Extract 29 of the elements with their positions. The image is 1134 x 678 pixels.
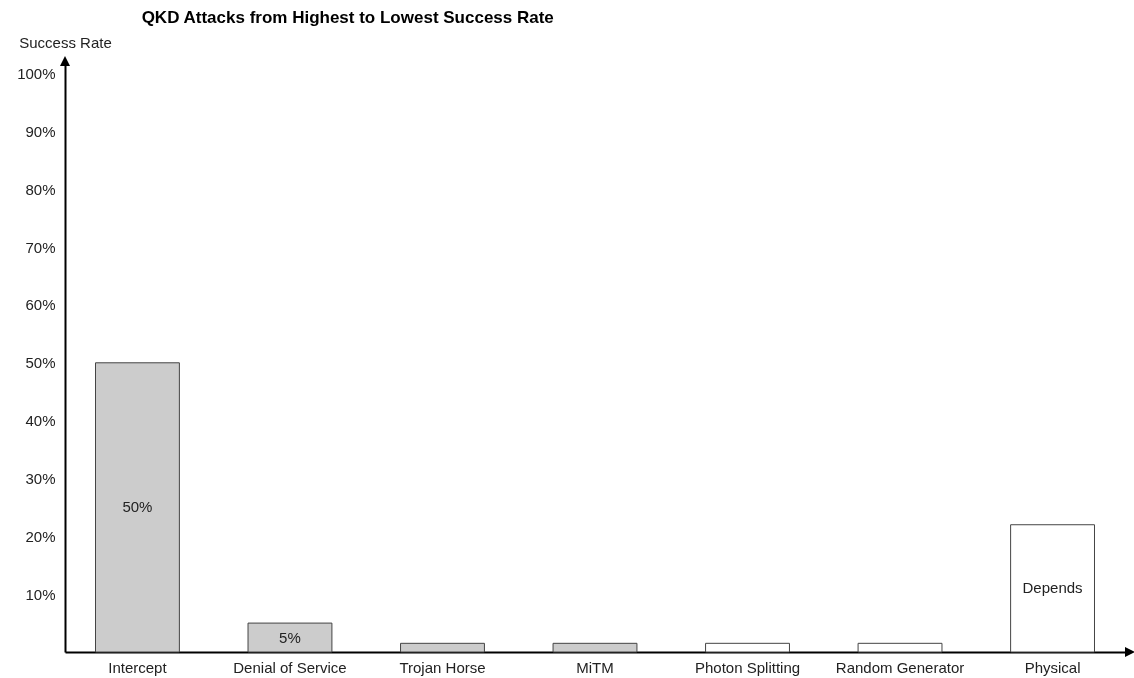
bar [247,622,333,653]
y-tick-label: 20% [25,527,56,545]
y-tick-label: 40% [25,412,56,430]
x-tick-label: MiTM [576,658,614,676]
x-tick-label: Photon Splitting [694,658,801,676]
data-label: 5% [279,628,301,646]
bar [857,642,943,653]
y-tick-label: 60% [25,296,56,314]
bar [552,642,638,653]
x-tick-label: Intercept [108,658,168,676]
bar [95,362,180,653]
y-tick-label: 30% [25,469,56,487]
y-tick-label: 100% [17,65,56,83]
bar [705,642,790,653]
data-label: Depends [1022,579,1083,597]
bar [1010,524,1095,653]
y-axis-title: Success Rate [19,33,112,51]
y-tick-label: 90% [25,122,56,140]
y-tick-label: 10% [25,585,56,603]
data-label: 50% [122,498,153,516]
x-tick-label: Trojan Horse [399,658,486,676]
bar [400,642,485,653]
x-tick-label: Physical [1024,658,1081,676]
chart-title: QKD Attacks from Highest to Lowest Success Rate [141,8,554,27]
y-tick-label: 70% [25,238,56,256]
x-tick-label: Random Generator [835,658,965,676]
y-tick-label: 50% [25,354,56,372]
x-tick-label: Denial of Service [233,658,347,676]
y-tick-label: 80% [25,180,56,198]
